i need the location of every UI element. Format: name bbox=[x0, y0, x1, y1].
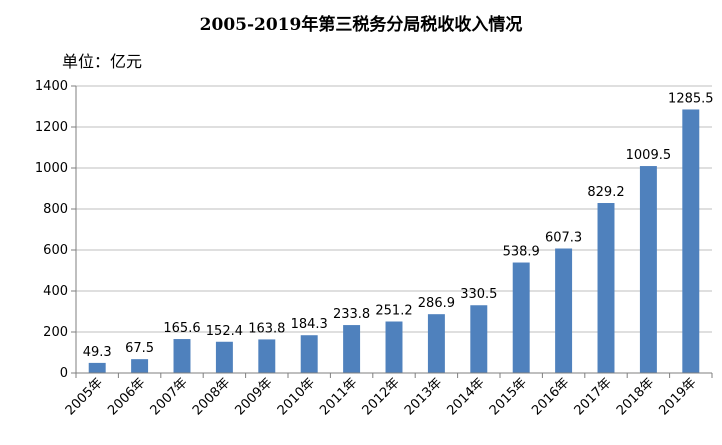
bar bbox=[639, 166, 657, 373]
data-label: 1009.5 bbox=[626, 148, 672, 163]
bar bbox=[215, 341, 233, 373]
bar bbox=[682, 109, 700, 373]
y-tick-label: 1400 bbox=[35, 79, 68, 94]
unit-label: 单位：亿元 bbox=[62, 52, 143, 71]
data-label: 233.8 bbox=[333, 307, 370, 322]
bar bbox=[427, 314, 445, 373]
x-tick-label: 2015年 bbox=[487, 375, 530, 418]
bar bbox=[555, 248, 573, 373]
y-tick-label: 800 bbox=[43, 202, 68, 217]
x-tick-label: 2010年 bbox=[275, 375, 318, 418]
x-tick-label: 2012年 bbox=[360, 375, 403, 418]
x-tick-label: 2018年 bbox=[614, 375, 657, 418]
x-tick-label: 2016年 bbox=[529, 375, 572, 418]
bar bbox=[385, 321, 403, 373]
gridlines bbox=[76, 85, 712, 333]
x-tick-label: 2011年 bbox=[317, 375, 360, 418]
data-label: 607.3 bbox=[545, 231, 582, 246]
x-tick-label: 2017年 bbox=[572, 375, 615, 418]
x-tick-label: 2019年 bbox=[656, 375, 699, 418]
data-label: 829.2 bbox=[587, 185, 624, 200]
y-tick-label: 200 bbox=[43, 325, 68, 340]
bar bbox=[131, 359, 149, 373]
bar bbox=[88, 362, 106, 373]
data-label: 163.8 bbox=[248, 321, 285, 336]
data-label: 286.9 bbox=[418, 296, 455, 311]
bar bbox=[173, 339, 191, 373]
bar bbox=[597, 203, 615, 373]
y-tick-label: 1200 bbox=[35, 120, 68, 135]
data-label: 152.4 bbox=[206, 324, 243, 339]
y-tick-label: 400 bbox=[43, 284, 68, 299]
bar bbox=[258, 339, 276, 373]
bar bbox=[512, 262, 530, 373]
y-tick-label: 600 bbox=[43, 243, 68, 258]
bars bbox=[88, 109, 700, 373]
x-tick-label: 2009年 bbox=[232, 375, 275, 418]
data-label: 184.3 bbox=[291, 317, 328, 332]
data-labels: 49.3 67.5 165.6 152.4 163.8 184.3 233.8 251.2 28… bbox=[83, 91, 714, 359]
bar bbox=[300, 335, 318, 373]
data-label: 251.2 bbox=[375, 304, 412, 319]
x-tick-label: 2014年 bbox=[444, 375, 487, 418]
data-label: 330.5 bbox=[460, 287, 497, 302]
x-tick-label: 2013年 bbox=[402, 375, 445, 418]
x-tick-label: 2006年 bbox=[105, 375, 148, 418]
x-tick-label: 2008年 bbox=[190, 375, 233, 418]
y-tick-label: 0 bbox=[60, 366, 68, 381]
data-label: 538.9 bbox=[503, 245, 540, 260]
bar bbox=[470, 305, 488, 373]
x-tick-label: 2007年 bbox=[148, 375, 191, 418]
x-axis: 2005年 2006年 2007年 2008年 2009年 2010年 2011年 2012年… bbox=[63, 372, 713, 418]
data-label: 49.3 bbox=[83, 345, 112, 360]
bar bbox=[343, 325, 361, 373]
chart-title: 2005-2019年第三税务分局税收收入情况 bbox=[199, 15, 523, 35]
y-axis: 0 200 400 600 800 1000 1200 1400 bbox=[35, 79, 77, 381]
data-label: 165.6 bbox=[163, 321, 200, 336]
x-tick-label: 2005年 bbox=[63, 375, 106, 418]
y-tick-label: 1000 bbox=[35, 161, 68, 176]
data-label: 67.5 bbox=[125, 341, 154, 356]
data-label: 1285.5 bbox=[668, 91, 714, 106]
